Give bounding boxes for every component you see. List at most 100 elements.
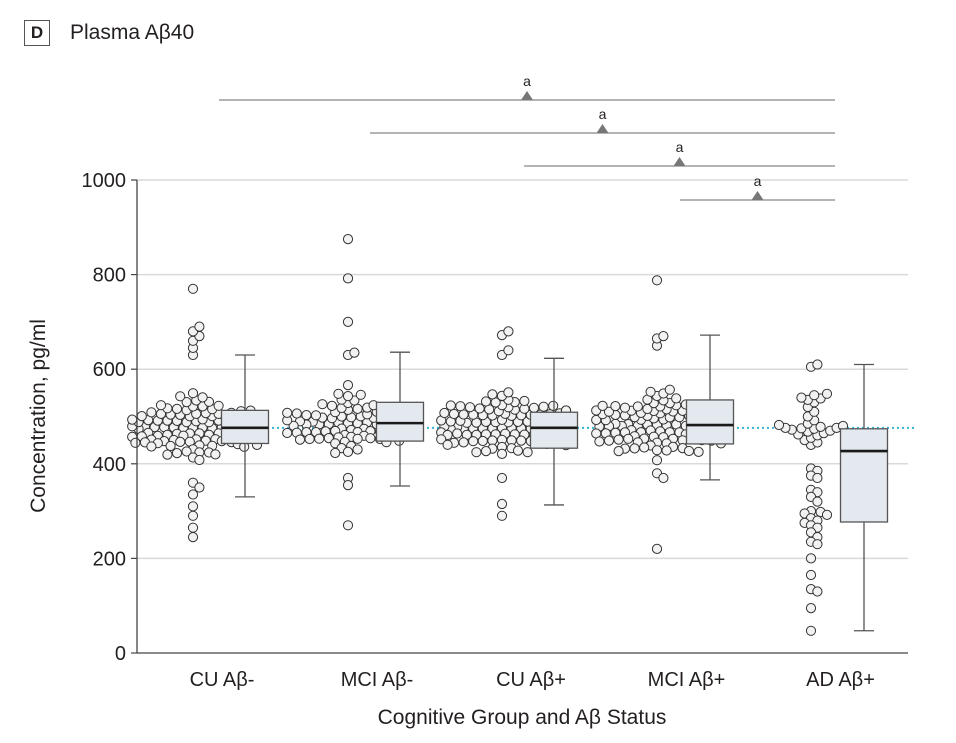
bracket-triangle: [521, 91, 533, 100]
data-point: [805, 603, 817, 614]
data-point: [352, 433, 363, 444]
data-point: [512, 445, 524, 456]
data-point: [468, 436, 479, 447]
data-point: [342, 234, 354, 245]
data-point: [503, 387, 514, 398]
data-point: [458, 437, 469, 448]
data-point: [194, 454, 205, 466]
data-point: [496, 472, 508, 484]
data-point: [812, 586, 823, 597]
significance-bracket: a: [680, 173, 835, 201]
data-point: [342, 446, 354, 457]
data-point: [352, 403, 363, 414]
data-point: [175, 391, 186, 402]
axes: 0 200 400 600 800 1000 CU Aβ- MCI Aβ- CU Aβ+ MCI …: [82, 170, 908, 691]
data-point: [314, 433, 325, 444]
data-point: [613, 434, 624, 445]
data-point: [661, 445, 672, 456]
data-point: [330, 447, 341, 459]
data-point: [352, 444, 363, 455]
x-tick-label: MCI Aβ+: [648, 669, 726, 691]
data-point: [448, 408, 460, 420]
data-point: [548, 400, 559, 411]
significance-bracket: a: [219, 73, 835, 101]
data-point: [658, 472, 669, 484]
data-point: [439, 407, 450, 419]
data-point: [503, 326, 514, 337]
data-point: [796, 392, 807, 403]
boxplot-4: [839, 363, 889, 632]
data-point: [165, 440, 176, 452]
significance-label: a: [599, 106, 607, 122]
data-point: [519, 395, 530, 407]
significance-bracket: a: [524, 139, 835, 167]
data-point: [442, 439, 453, 450]
x-tick-label: CU Aβ+: [496, 669, 566, 691]
data-point: [162, 449, 173, 460]
bracket-triangle: [751, 191, 764, 200]
panel-title: Plasma Aβ40: [70, 21, 195, 44]
boxplot-0: [220, 354, 270, 498]
data-point: [187, 510, 199, 521]
boxplot-1: [375, 351, 425, 487]
y-tick-label: 800: [93, 265, 126, 287]
data-point: [671, 393, 682, 404]
data-point: [821, 388, 833, 399]
data-point: [365, 433, 376, 444]
data-point: [664, 384, 675, 395]
data-point: [623, 433, 634, 444]
x-tick-label: AD Aβ+: [806, 669, 875, 691]
y-tick-label: 1000: [82, 170, 127, 192]
data-point: [349, 347, 360, 358]
x-tick-label: CU Aβ-: [190, 669, 255, 691]
data-point: [326, 400, 338, 411]
data-point: [610, 401, 621, 412]
data-point: [197, 392, 208, 403]
data-point: [594, 436, 605, 447]
data-point: [282, 427, 293, 439]
data-point: [310, 410, 322, 421]
bracket-triangle: [596, 124, 609, 133]
data-point: [658, 331, 669, 342]
data-point: [171, 448, 183, 459]
data-point: [464, 402, 476, 413]
significance-brackets: a a a a: [219, 73, 835, 201]
y-tick-label: 200: [93, 548, 126, 570]
data-point: [187, 489, 199, 500]
data-point: [282, 407, 293, 418]
data-point: [294, 434, 306, 445]
box-iqr: [529, 411, 579, 449]
data-point: [342, 316, 354, 327]
data-point: [155, 400, 167, 411]
data-point: [136, 411, 147, 422]
data-point: [342, 273, 354, 284]
significance-label: a: [676, 139, 684, 155]
data-point: [342, 391, 354, 402]
data-point: [194, 482, 205, 493]
data-point: [528, 402, 540, 413]
data-point: [773, 419, 785, 431]
bracket-triangle: [673, 157, 686, 166]
data-point: [645, 386, 656, 397]
data-point: [651, 543, 663, 555]
data-point: [181, 397, 192, 408]
data-point: [496, 448, 508, 459]
data-point: [342, 380, 354, 391]
significance-bracket: a: [370, 106, 835, 134]
data-point: [187, 388, 199, 399]
data-point: [171, 403, 183, 414]
data-point: [805, 569, 817, 581]
y-tick-label: 0: [115, 643, 126, 665]
boxplots: [220, 334, 889, 632]
data-point: [683, 445, 695, 457]
y-tick-label: 600: [93, 359, 126, 381]
data-point: [455, 401, 466, 412]
data-point: [301, 410, 312, 421]
data-point: [503, 345, 514, 356]
data-point: [333, 388, 344, 399]
box-iqr: [839, 428, 889, 523]
data-point: [474, 403, 485, 414]
data-point: [342, 520, 354, 531]
data-point: [496, 510, 508, 521]
box-iqr: [375, 401, 425, 442]
